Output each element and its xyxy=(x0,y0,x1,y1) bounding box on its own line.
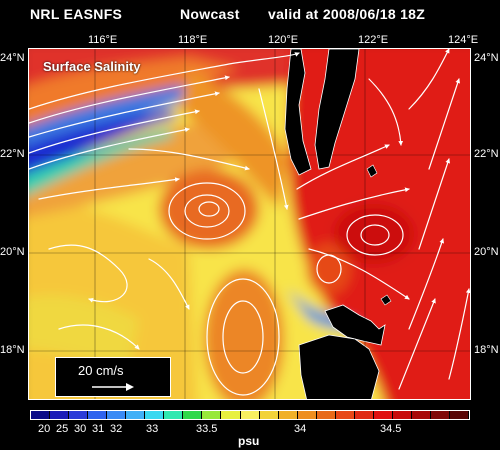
colorbar-swatch xyxy=(202,411,222,419)
colorbar-swatch xyxy=(297,411,317,419)
vector-streamline xyxy=(298,187,410,220)
colorbar-swatch xyxy=(145,411,165,419)
vector-streamline xyxy=(128,148,250,171)
vector-scale-arrow-icon xyxy=(92,383,134,391)
graticule xyxy=(29,49,470,399)
lon-tick-122: 122°E xyxy=(358,34,389,46)
colorbar-label-25: 25 xyxy=(56,423,69,435)
vector-streamline xyxy=(448,288,470,380)
colorbar-swatch xyxy=(335,411,355,419)
colorbar-swatch xyxy=(183,411,203,419)
colorbar-swatch xyxy=(221,411,241,419)
colorbar-swatch xyxy=(316,411,336,419)
vector-streamline xyxy=(408,49,450,110)
vector-streamline xyxy=(296,144,390,190)
vector-streamline xyxy=(48,244,128,303)
vector-streamline xyxy=(29,52,300,110)
eddy-ring xyxy=(222,300,264,374)
colorbar-swatch xyxy=(392,411,412,419)
salinity-colors xyxy=(29,49,470,399)
lon-tick-124: 124°E xyxy=(448,34,479,46)
colorbar-label-31: 31 xyxy=(92,423,105,435)
vector-streamline xyxy=(29,127,190,170)
eddy-ring xyxy=(184,194,230,228)
colorbar-swatch xyxy=(240,411,260,419)
colorbar-swatch xyxy=(354,411,374,419)
lat-tick-right-18: 18°N xyxy=(474,344,499,356)
vector-streamline xyxy=(308,248,410,300)
colorbar-units: psu xyxy=(238,434,260,448)
source-title: NRL EASNFS xyxy=(30,6,123,22)
vector-streamline xyxy=(408,238,445,330)
vector-streamline xyxy=(148,258,190,310)
vector-streamline xyxy=(368,78,404,146)
colorbar-label-33-5: 33.5 xyxy=(196,423,218,435)
colorbar-swatch xyxy=(430,411,451,419)
lon-tick-118: 118°E xyxy=(178,34,208,46)
vector-streamline xyxy=(29,75,230,124)
lat-tick-right-22: 22°N xyxy=(474,148,499,160)
colorbar-swatch xyxy=(450,411,470,419)
eddy-ring xyxy=(346,214,404,256)
colorbar-swatch xyxy=(31,411,51,419)
colorbar-label-33: 33 xyxy=(146,423,159,435)
salinity-map: Surface Salinity 20 cm/s xyxy=(28,48,471,400)
field-label: Surface Salinity xyxy=(43,59,141,74)
colorbar-label-34: 34 xyxy=(294,423,307,435)
colorbar-swatch xyxy=(164,411,184,419)
colorbar-swatch xyxy=(373,411,393,419)
lat-tick-left-20: 20°N xyxy=(0,246,25,258)
vector-streamline xyxy=(398,298,436,390)
colorbar-label-30: 30 xyxy=(74,423,87,435)
vector-streamline xyxy=(38,177,180,200)
lat-tick-left-24: 24°N xyxy=(0,52,25,64)
salinity-field xyxy=(29,49,470,399)
lon-tick-120: 120°E xyxy=(268,34,299,46)
vector-streamline xyxy=(258,88,289,210)
eddy-ring xyxy=(360,224,390,246)
run-type: Nowcast xyxy=(180,6,240,22)
vector-streamline xyxy=(29,91,220,138)
lat-tick-left-22: 22°N xyxy=(0,148,25,160)
colorbar-swatch xyxy=(411,411,431,419)
colorbar-swatch xyxy=(126,411,146,419)
eddy-ring xyxy=(168,182,246,240)
lat-tick-left-18: 18°N xyxy=(0,344,25,356)
colorbar-swatch xyxy=(88,411,108,419)
colorbar-label-32: 32 xyxy=(110,423,123,435)
colorbar-label-20: 20 xyxy=(38,423,51,435)
lon-tick-116: 116°E xyxy=(88,34,118,46)
current-vectors xyxy=(29,49,470,396)
vector-streamline xyxy=(58,324,140,350)
colorbar-swatch xyxy=(50,411,70,419)
colorbar-swatch xyxy=(259,411,279,419)
eddy-ring xyxy=(206,278,280,396)
valid-time: valid at 2008/06/18 18Z xyxy=(268,6,426,22)
vector-scale-legend: 20 cm/s xyxy=(55,357,171,397)
lat-tick-right-20: 20°N xyxy=(474,246,499,258)
colorbar-swatch xyxy=(69,411,89,419)
vector-streamline xyxy=(418,158,451,250)
vector-scale-label: 20 cm/s xyxy=(78,363,124,378)
vector-streamline xyxy=(29,109,200,154)
colorbar-swatch xyxy=(278,411,298,419)
vector-streamline xyxy=(428,78,461,170)
lat-tick-right-24: 24°N xyxy=(474,52,499,64)
eddy-ring xyxy=(198,201,220,217)
colorbar-swatch xyxy=(107,411,127,419)
colorbar-label-34-5: 34.5 xyxy=(380,423,402,435)
salinity-colorbar xyxy=(30,410,470,420)
